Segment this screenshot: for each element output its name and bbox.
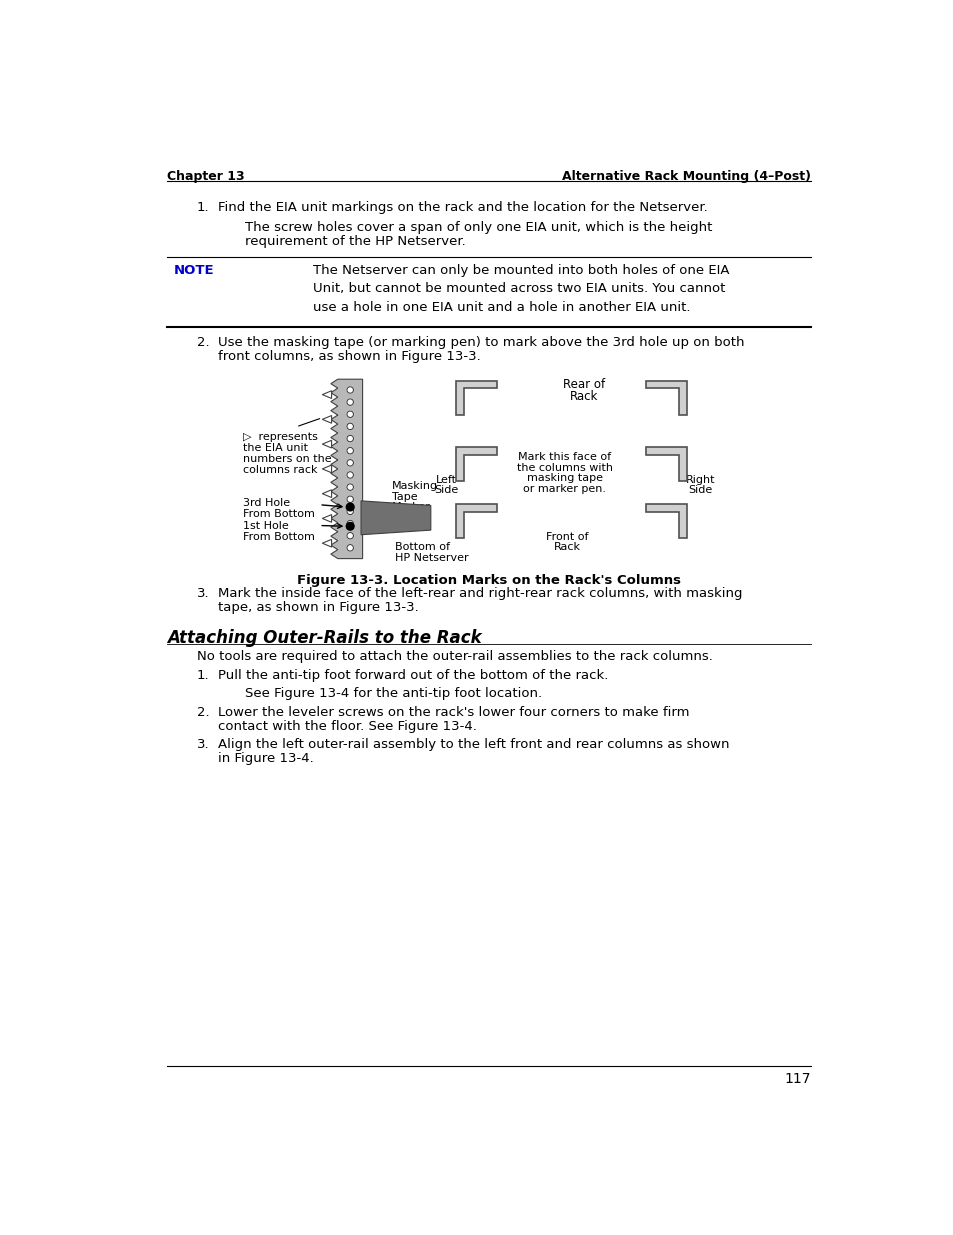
Text: HP Netserver: HP Netserver bbox=[395, 553, 468, 563]
Text: From Bottom: From Bottom bbox=[243, 509, 314, 519]
Circle shape bbox=[347, 459, 353, 466]
Text: Rack: Rack bbox=[553, 542, 580, 552]
Text: contact with the floor. See Figure 13-4.: contact with the floor. See Figure 13-4. bbox=[218, 720, 476, 732]
Text: 1st Hole: 1st Hole bbox=[243, 521, 289, 531]
Text: Lower the leveler screws on the rack's lower four corners to make firm: Lower the leveler screws on the rack's l… bbox=[218, 705, 689, 719]
Polygon shape bbox=[322, 415, 332, 424]
Text: Align the left outer-rail assembly to the left front and rear columns as shown: Align the left outer-rail assembly to th… bbox=[218, 739, 729, 751]
Text: tape, as shown in Figure 13-3.: tape, as shown in Figure 13-3. bbox=[218, 601, 418, 614]
Circle shape bbox=[346, 522, 354, 530]
Text: Bottom of: Bottom of bbox=[395, 542, 450, 552]
Polygon shape bbox=[360, 501, 431, 535]
Polygon shape bbox=[645, 380, 686, 415]
Polygon shape bbox=[456, 447, 497, 480]
Text: front columns, as shown in Figure 13-3.: front columns, as shown in Figure 13-3. bbox=[218, 350, 480, 363]
Text: Alternative Rack Mounting (4–Post): Alternative Rack Mounting (4–Post) bbox=[561, 169, 810, 183]
Text: From Bottom: From Bottom bbox=[243, 531, 314, 542]
Text: NOTE: NOTE bbox=[173, 264, 213, 277]
Circle shape bbox=[347, 532, 353, 538]
Circle shape bbox=[347, 447, 353, 454]
Text: 1.: 1. bbox=[196, 200, 209, 214]
Text: columns rack: columns rack bbox=[243, 464, 317, 474]
Text: The screw holes cover a span of only one EIA unit, which is the height: The screw holes cover a span of only one… bbox=[245, 221, 712, 235]
Text: Pull the anti-tip foot forward out of the bottom of the rack.: Pull the anti-tip foot forward out of th… bbox=[218, 669, 608, 683]
Circle shape bbox=[347, 399, 353, 405]
Text: Right: Right bbox=[685, 475, 715, 485]
Text: Left: Left bbox=[436, 475, 456, 485]
Text: or marker pen.: or marker pen. bbox=[523, 484, 606, 494]
Text: Side: Side bbox=[434, 485, 458, 495]
Polygon shape bbox=[645, 447, 686, 480]
Text: Tape: Tape bbox=[392, 492, 417, 501]
Circle shape bbox=[347, 472, 353, 478]
Polygon shape bbox=[456, 504, 497, 537]
Text: in Figure 13-4.: in Figure 13-4. bbox=[218, 752, 314, 764]
Text: No tools are required to attach the outer-rail assemblies to the rack columns.: No tools are required to attach the oute… bbox=[196, 651, 712, 663]
Polygon shape bbox=[322, 390, 332, 399]
Text: 2.: 2. bbox=[196, 705, 209, 719]
Circle shape bbox=[347, 496, 353, 503]
Text: Figure 13-3. Location Marks on the Rack's Columns: Figure 13-3. Location Marks on the Rack'… bbox=[296, 574, 680, 587]
Circle shape bbox=[347, 520, 353, 527]
Polygon shape bbox=[322, 466, 332, 473]
Circle shape bbox=[347, 424, 353, 430]
Circle shape bbox=[347, 484, 353, 490]
Text: 3.: 3. bbox=[196, 739, 209, 751]
Circle shape bbox=[347, 435, 353, 442]
Polygon shape bbox=[331, 379, 362, 558]
Text: Rack: Rack bbox=[570, 390, 598, 403]
Polygon shape bbox=[322, 441, 332, 448]
Circle shape bbox=[347, 411, 353, 417]
Text: See Figure 13-4 for the anti-tip foot location.: See Figure 13-4 for the anti-tip foot lo… bbox=[245, 687, 541, 700]
Text: requirement of the HP Netserver.: requirement of the HP Netserver. bbox=[245, 235, 465, 248]
Text: the EIA unit: the EIA unit bbox=[243, 443, 308, 453]
Text: Rear of: Rear of bbox=[562, 378, 604, 390]
Text: 117: 117 bbox=[783, 1072, 810, 1087]
Circle shape bbox=[347, 545, 353, 551]
Polygon shape bbox=[456, 380, 497, 415]
Circle shape bbox=[347, 387, 353, 393]
Text: Find the EIA unit markings on the rack and the location for the Netserver.: Find the EIA unit markings on the rack a… bbox=[218, 200, 707, 214]
Text: Chapter 13: Chapter 13 bbox=[167, 169, 245, 183]
Polygon shape bbox=[322, 540, 332, 547]
Polygon shape bbox=[645, 504, 686, 537]
Text: Use the masking tape (or marking pen) to mark above the 3rd hole up on both: Use the masking tape (or marking pen) to… bbox=[218, 336, 744, 350]
Text: Masking: Masking bbox=[392, 480, 437, 490]
Text: ▷  represents: ▷ represents bbox=[243, 431, 317, 442]
Text: numbers on the: numbers on the bbox=[243, 454, 332, 464]
Text: Mark this face of: Mark this face of bbox=[517, 452, 611, 462]
Text: 3.: 3. bbox=[196, 587, 209, 600]
Text: 3rd Hole: 3rd Hole bbox=[243, 498, 290, 508]
Circle shape bbox=[347, 508, 353, 515]
Text: Side: Side bbox=[688, 485, 712, 495]
Text: masking tape: masking tape bbox=[526, 473, 602, 483]
Circle shape bbox=[346, 503, 354, 511]
Polygon shape bbox=[322, 490, 332, 498]
Text: Attaching Outer-Rails to the Rack: Attaching Outer-Rails to the Rack bbox=[167, 629, 481, 647]
Text: 1.: 1. bbox=[196, 669, 209, 683]
Polygon shape bbox=[322, 515, 332, 522]
Text: 2.: 2. bbox=[196, 336, 209, 350]
Text: Mark the inside face of the left-rear and right-rear rack columns, with masking: Mark the inside face of the left-rear an… bbox=[218, 587, 742, 600]
Text: The Netserver can only be mounted into both holes of one EIA
Unit, but cannot be: The Netserver can only be mounted into b… bbox=[313, 264, 729, 314]
Text: Marker: Marker bbox=[392, 503, 431, 513]
Text: Front of: Front of bbox=[545, 531, 588, 542]
Text: the columns with: the columns with bbox=[517, 463, 612, 473]
